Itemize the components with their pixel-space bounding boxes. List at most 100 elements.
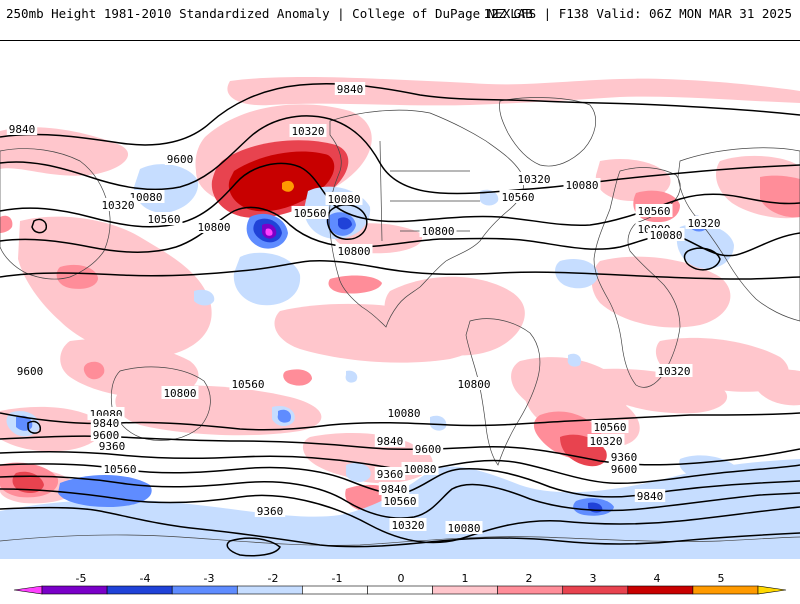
contour-label: 10560 — [591, 420, 629, 434]
contour-label: 10080 — [401, 462, 439, 476]
colorbar-swatches — [13, 585, 787, 595]
contour-label: 10320 — [685, 216, 723, 230]
contour-label: 10080 — [445, 521, 483, 535]
svg-text:9600: 9600 — [415, 443, 442, 456]
contour-label: 10800 — [419, 224, 457, 238]
colorbar-swatch — [106, 585, 173, 595]
svg-text:10320: 10320 — [589, 435, 622, 448]
colorbar-swatch — [562, 585, 629, 595]
contour-label: 10560 — [291, 206, 329, 220]
model-run-label: 12Z GFS | F138 Valid: 06Z MON MAR 31 202… — [483, 6, 792, 21]
colorbar-tick-label: -5 — [76, 572, 87, 585]
svg-text:10560: 10560 — [293, 207, 326, 220]
svg-text:10320: 10320 — [291, 125, 324, 138]
svg-text:9600: 9600 — [167, 153, 194, 166]
colorbar-tick-label: 1 — [462, 572, 469, 585]
colorbar-ticks: -5 -4 -3 -2 -1 0 1 2 3 4 5 — [76, 572, 725, 585]
colorbar-tick-label: 3 — [590, 572, 597, 585]
contour-label: 10560 — [229, 377, 267, 391]
svg-text:10560: 10560 — [501, 191, 534, 204]
contour-label: 10320 — [515, 172, 553, 186]
svg-text:10320: 10320 — [517, 173, 550, 186]
contour-label: 10800 — [335, 244, 373, 258]
contour-label: 10320 — [389, 518, 427, 532]
svg-text:9600: 9600 — [17, 365, 44, 378]
contour-label: 9840 — [634, 489, 666, 503]
contour-label: 10800 — [195, 220, 233, 234]
contour-label: 9840 — [90, 416, 122, 430]
colorbar-swatch — [497, 585, 564, 595]
contour-label: 10800 — [455, 377, 493, 391]
contour-label: 10320 — [655, 364, 693, 378]
colorbar-tick-label: 5 — [718, 572, 725, 585]
colorbar-tick-label: -2 — [268, 572, 279, 585]
svg-text:10800: 10800 — [421, 225, 454, 238]
svg-text:9360: 9360 — [377, 468, 404, 481]
svg-text:10080: 10080 — [403, 463, 436, 476]
svg-text:10320: 10320 — [391, 519, 424, 532]
svg-text:10800: 10800 — [163, 387, 196, 400]
svg-text:9840: 9840 — [93, 417, 120, 430]
svg-text:10320: 10320 — [687, 217, 720, 230]
svg-text:9360: 9360 — [99, 440, 126, 453]
contour-label: 10560 — [145, 212, 183, 226]
contour-label: 9840 — [6, 122, 38, 136]
svg-text:9840: 9840 — [9, 123, 36, 136]
svg-text:10080: 10080 — [129, 191, 162, 204]
contour-label: 9360 — [254, 504, 286, 518]
colorbar-tick-label: -1 — [332, 572, 343, 585]
contour-label: 10080 — [563, 178, 601, 192]
anomaly-map: 9840 10320 9600 10080 10320 10560 10800 10560 10… — [0, 40, 800, 559]
svg-text:10560: 10560 — [147, 213, 180, 226]
contour-label: 10560 — [101, 462, 139, 476]
contour-label: 9600 — [608, 462, 640, 476]
contour-label: 9360 — [96, 439, 128, 453]
contour-label: 10320 — [289, 124, 327, 138]
contour-label: 10080 — [127, 190, 165, 204]
contour-label: 9360 — [608, 450, 640, 464]
svg-text:10560: 10560 — [383, 495, 416, 508]
svg-text:10560: 10560 — [231, 378, 264, 391]
contour-label: 9840 — [378, 482, 410, 496]
svg-text:9840: 9840 — [381, 483, 408, 496]
colorbar-right-arrow — [757, 585, 787, 595]
contour-label: 10560 — [381, 494, 419, 508]
colorbar-swatch — [692, 585, 759, 595]
colorbar: -5 -4 -3 -2 -1 0 1 2 3 4 5 — [0, 568, 800, 600]
svg-text:10800: 10800 — [197, 221, 230, 234]
contour-label: 10320 — [587, 434, 625, 448]
contour-label: 10320 — [99, 198, 137, 212]
contour-label: 9840 — [334, 82, 366, 96]
contour-labels: 9840103209600100801032010560108001056010… — [6, 82, 723, 535]
colorbar-swatch — [236, 585, 303, 595]
colorbar-tick-label: -3 — [204, 572, 215, 585]
svg-text:9840: 9840 — [377, 435, 404, 448]
map-title: 250mb Height 1981-2010 Standardized Anom… — [6, 6, 533, 21]
contour-label: 10800 — [161, 386, 199, 400]
svg-text:10320: 10320 — [101, 199, 134, 212]
colorbar-swatch — [367, 585, 433, 595]
colorbar-swatch — [41, 585, 108, 595]
svg-text:10080: 10080 — [447, 522, 480, 535]
svg-text:9360: 9360 — [257, 505, 284, 518]
svg-text:10560: 10560 — [637, 205, 670, 218]
svg-text:10080: 10080 — [565, 179, 598, 192]
svg-text:9600: 9600 — [611, 463, 638, 476]
contour-label: 9600 — [90, 428, 122, 442]
colorbar-tick-label: -4 — [140, 572, 151, 585]
contour-label: 9600 — [412, 442, 444, 456]
svg-text:10320: 10320 — [657, 365, 690, 378]
colorbar-swatch — [171, 585, 238, 595]
svg-text:10560: 10560 — [103, 463, 136, 476]
contour-label: 9600 — [164, 152, 196, 166]
contour-label: 9840 — [374, 434, 406, 448]
svg-text:10080: 10080 — [387, 407, 420, 420]
colorbar-swatch — [302, 585, 368, 595]
contour-label: 10080 — [647, 228, 685, 242]
colorbar-left-arrow — [13, 585, 43, 595]
contour-label: 10080 — [385, 406, 423, 420]
contour-label: 10080 — [325, 192, 363, 206]
contour-label: 9600 — [14, 364, 46, 378]
contour-label: 9360 — [374, 467, 406, 481]
svg-text:10800: 10800 — [457, 378, 490, 391]
